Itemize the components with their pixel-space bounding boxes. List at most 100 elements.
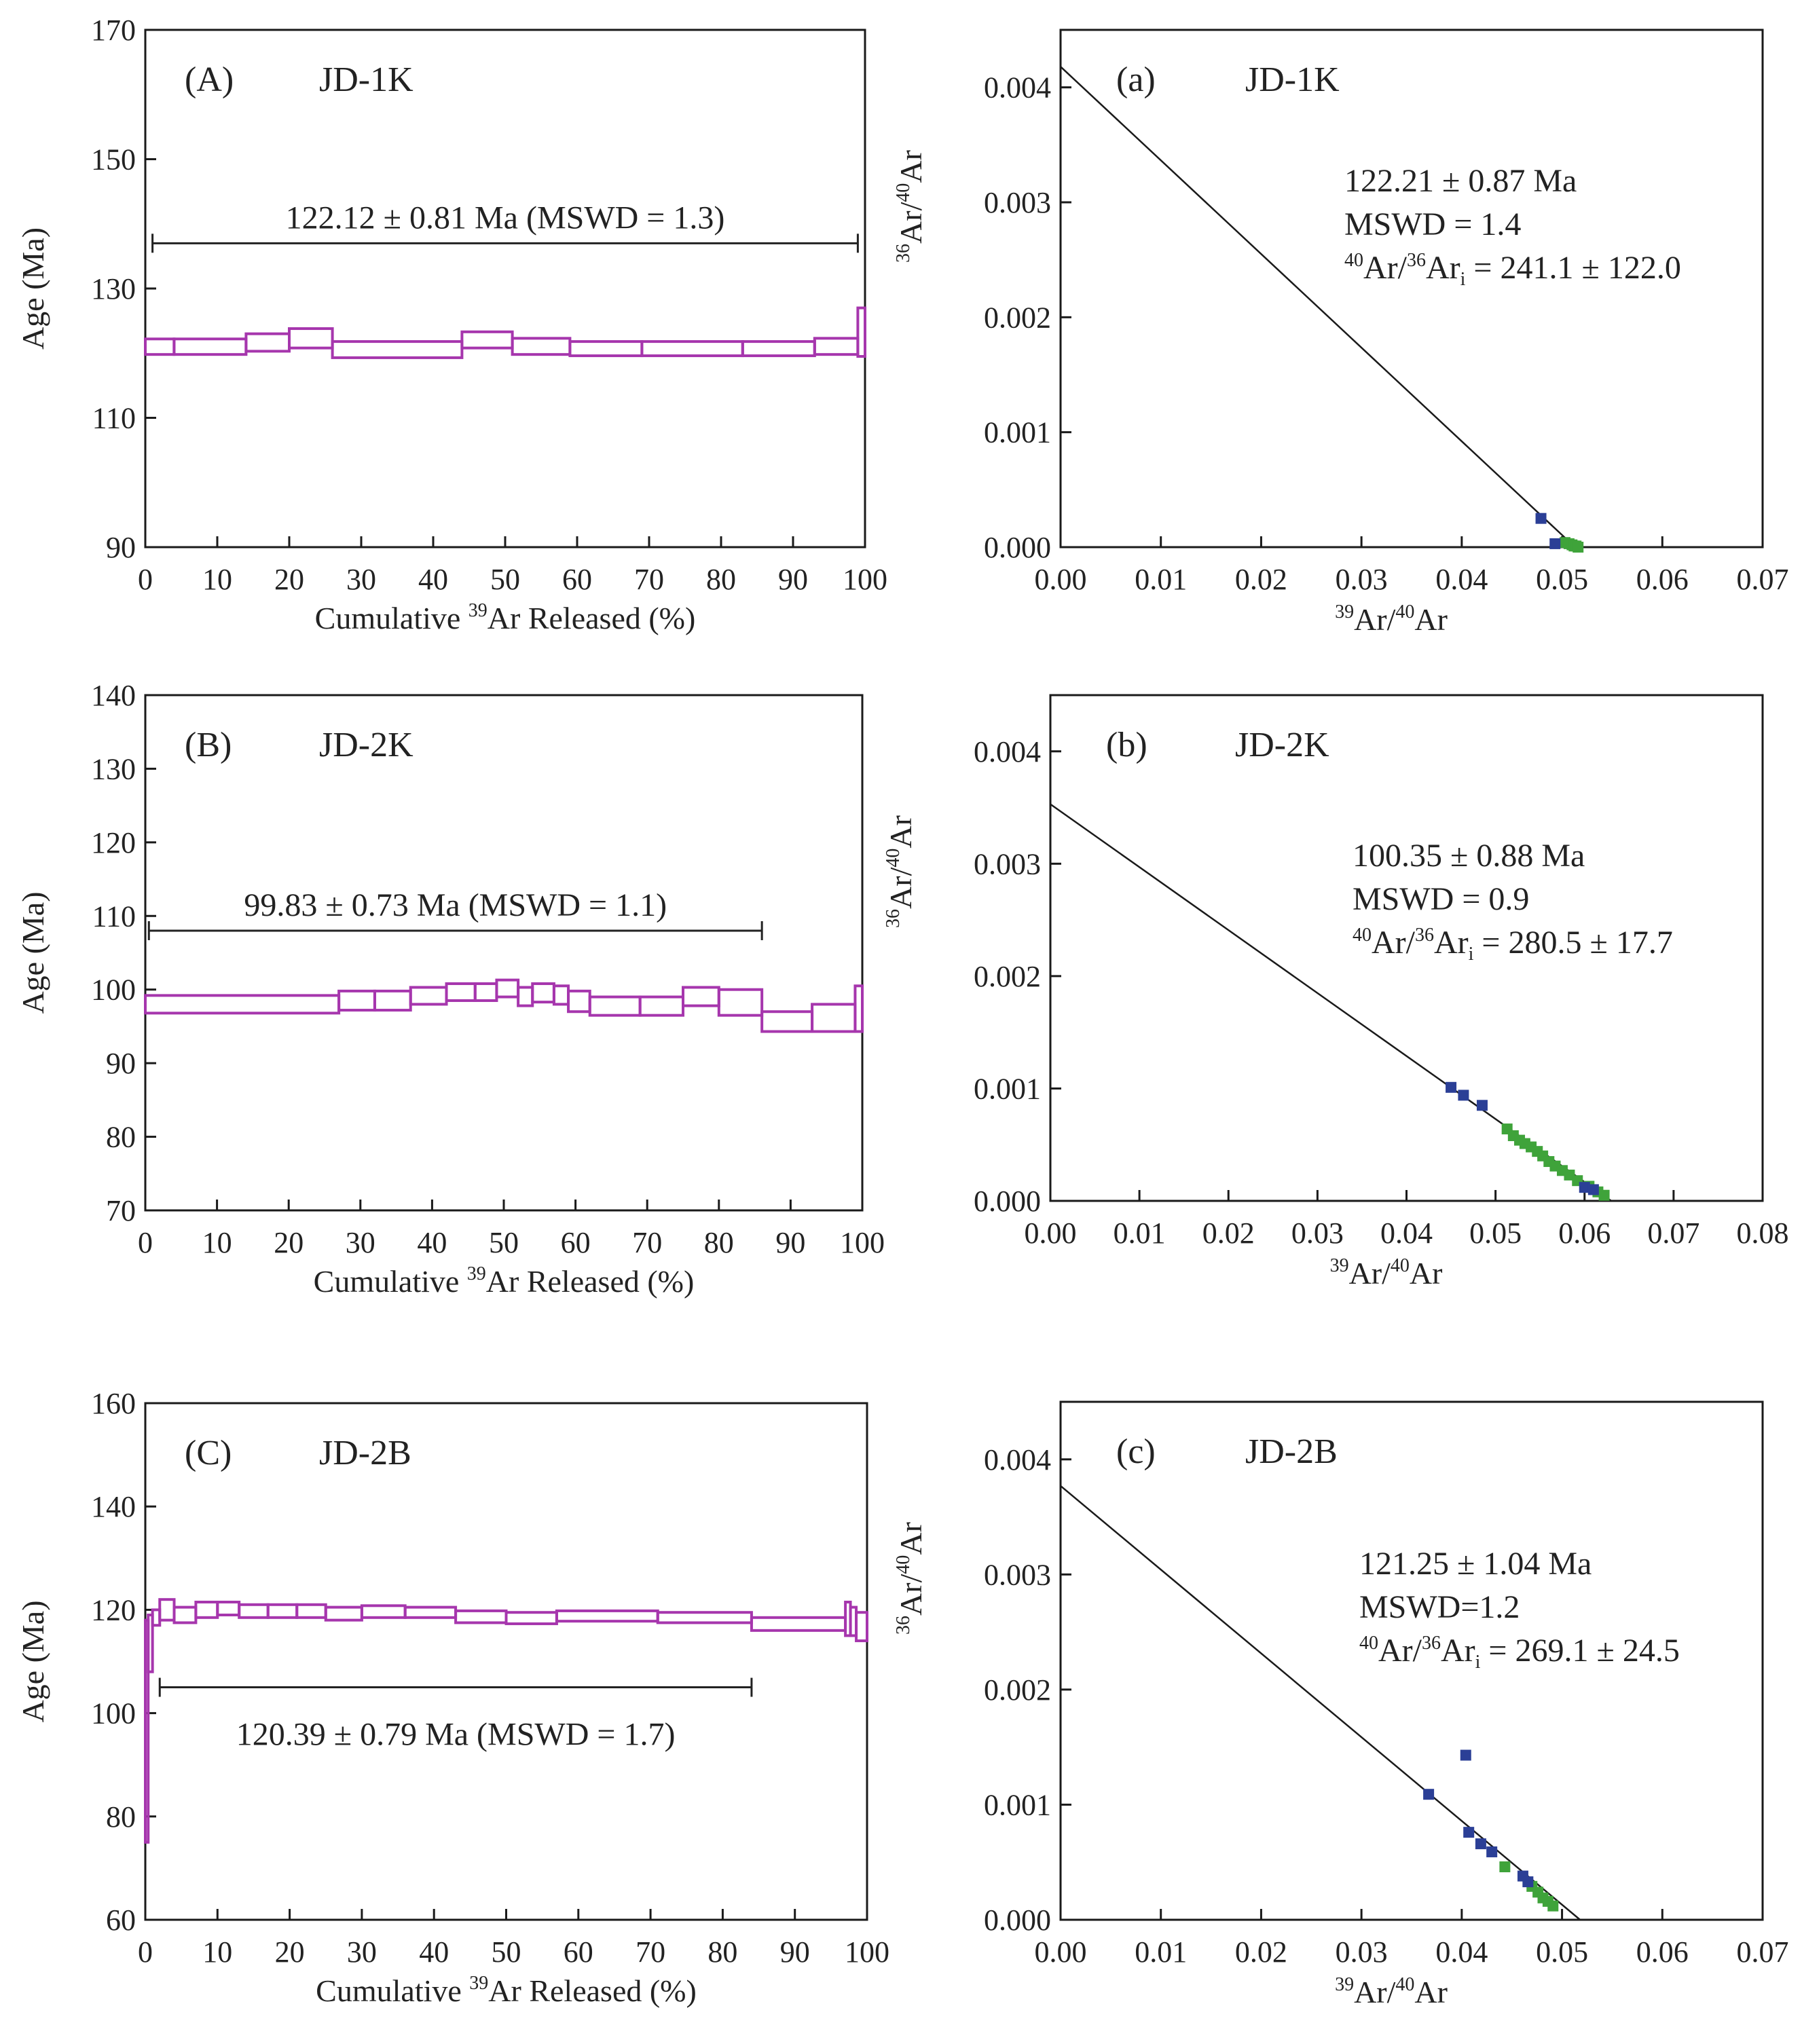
panel-a: 0.00 0.01 0.02 0.03 0.04 0.05 0.06 0.07 0.000 0.0…: [893, 29, 1789, 637]
panel-label: (c): [1116, 1432, 1156, 1471]
spectrum-step: [409, 986, 448, 1006]
x-tick-label: 0.03: [1291, 1216, 1344, 1250]
isochron-mswd: MSWD = 1.4: [1344, 206, 1521, 242]
y-axis-label-sup1: 36: [893, 1616, 914, 1635]
x-tick-label: 20: [274, 563, 304, 596]
x-axis-label: 39Ar/40Ar: [1335, 1974, 1448, 2009]
x-tick-label: 0: [138, 1226, 153, 1259]
panel-label: (C): [185, 1434, 232, 1472]
spectrum-step: [568, 340, 644, 358]
x-tick-label: 60: [561, 1226, 591, 1259]
x-tick-label: 60: [562, 563, 592, 596]
spectrum-step: [741, 340, 816, 358]
plateau-age-label: 120.39 ± 0.79 Ma (MSWD = 1.7): [236, 1717, 676, 1753]
data-point-excluded: [1463, 1827, 1475, 1838]
x-tick-label: 0.01: [1114, 1216, 1166, 1250]
y-tick-label: 0.003: [984, 1558, 1051, 1591]
y-axis-label-sup2: 40: [893, 1555, 914, 1574]
initial-ratio-mid: Ar/: [1363, 250, 1408, 286]
x-tick-label: 0.02: [1202, 1216, 1255, 1250]
y-tick-label: 80: [106, 1800, 136, 1834]
x-tick-label: 0.07: [1737, 1935, 1789, 1969]
x-axis-label-sup2: 40: [1391, 1255, 1410, 1276]
data-point-included: [1573, 542, 1584, 553]
data-point-excluded: [1475, 1838, 1486, 1850]
y-axis-label-sup2: 40: [883, 849, 904, 868]
x-tick-label: 30: [346, 1226, 375, 1259]
x-tick-label: 0.01: [1135, 563, 1187, 596]
spectrum-step: [760, 1010, 814, 1033]
spectrum-step: [853, 984, 864, 1033]
x-axis-label-sup2: 40: [1395, 1974, 1414, 1995]
y-tick-label: 170: [91, 14, 136, 47]
y-tick-label: 0.004: [984, 1443, 1051, 1476]
x-tick-label: 0.07: [1647, 1216, 1699, 1250]
x-tick-label: 0.05: [1536, 1935, 1588, 1969]
data-point-excluded: [1535, 513, 1547, 524]
x-tick-label: 100: [840, 1226, 885, 1259]
x-tick-label: 0.04: [1435, 1935, 1488, 1969]
initial-ratio-value: = 241.1 ± 122.0: [1465, 250, 1680, 286]
x-tick-label: 0.00: [1025, 1216, 1077, 1250]
x-tick-label: 0.04: [1435, 563, 1488, 596]
data-point-excluded: [1549, 538, 1561, 549]
x-tick-label: 30: [347, 1935, 377, 1969]
x-tick-label: 40: [418, 563, 448, 596]
y-tick-label: 0.001: [984, 416, 1051, 449]
x-tick-label: 10: [202, 1935, 232, 1969]
y-tick-label: 100: [91, 1697, 136, 1730]
x-tick-label: 90: [775, 1226, 805, 1259]
isochron-mswd: MSWD=1.2: [1359, 1589, 1520, 1625]
x-tick-label: 20: [275, 1935, 305, 1969]
y-axis-label-mid: Ar/: [894, 202, 928, 244]
x-axis-label-sup1: 39: [1330, 1255, 1349, 1276]
spectrum-step: [194, 1600, 219, 1619]
y-axis-label-sup1: 36: [893, 244, 914, 263]
spectrum-step: [640, 340, 744, 358]
data-point-excluded: [1522, 1876, 1534, 1888]
x-tick-label: 40: [417, 1226, 447, 1259]
spectrum-step: [682, 986, 720, 1007]
y-tick-label: 90: [106, 531, 136, 564]
y-tick-label: 0.002: [984, 1673, 1051, 1707]
y-tick-label: 80: [106, 1121, 136, 1154]
y-tick-label: 130: [91, 752, 136, 785]
x-tick-label: 90: [778, 563, 808, 596]
x-tick-label: 50: [492, 1935, 521, 1969]
panel-C: 0 10 20 30 40 50 60 70 80 90 100 60 80 100 120 140 160 (C…: [16, 1387, 889, 2008]
y-tick-label: 0.002: [974, 960, 1041, 993]
x-tick-label: 0.07: [1737, 563, 1789, 596]
spectrum-step: [244, 332, 291, 353]
x-tick-label: 40: [419, 1935, 449, 1969]
x-tick-label: 80: [707, 1935, 737, 1969]
spectrum-step: [555, 1609, 659, 1623]
x-tick-label: 0.04: [1380, 1216, 1433, 1250]
spectrum-step: [266, 1603, 299, 1619]
spectrum-step: [331, 340, 464, 359]
x-tick-label: 0.00: [1035, 563, 1087, 596]
panel-c: 0.00 0.01 0.02 0.03 0.04 0.05 0.06 0.07 0.000 0.0…: [893, 1400, 1789, 2009]
x-tick-label: 0.02: [1235, 1935, 1287, 1969]
initial-ratio-sup1: 40: [1359, 1633, 1378, 1654]
initial-ratio-value: = 280.5 ± 17.7: [1473, 925, 1672, 961]
sample-name: JD-2K: [1235, 726, 1329, 764]
x-tick-label: 0.06: [1636, 1935, 1689, 1969]
y-tick-label: 100: [91, 973, 136, 1007]
data-point-excluded: [1458, 1090, 1469, 1101]
plot-frame: [1059, 1400, 1764, 1921]
spectrum-step: [855, 1611, 869, 1643]
data-point-excluded: [1587, 1184, 1599, 1195]
sample-name: JD-1K: [1245, 60, 1340, 99]
isochron-mswd: MSWD = 0.9: [1353, 881, 1529, 917]
spectrum-step: [473, 982, 498, 1002]
plot-frame: [144, 694, 864, 1212]
plot-frame: [144, 1402, 868, 1921]
data-point-excluded: [1460, 1749, 1471, 1761]
x-tick-label: 0.08: [1737, 1216, 1789, 1250]
x-axis-label-pre: Cumulative: [314, 1264, 467, 1299]
x-axis-label-end: Ar: [1414, 1975, 1448, 2009]
spectrum-step: [552, 984, 570, 1006]
y-tick-label: 0.000: [984, 531, 1051, 564]
spectrum-step: [811, 1003, 857, 1033]
y-tick-label: 110: [92, 402, 136, 435]
